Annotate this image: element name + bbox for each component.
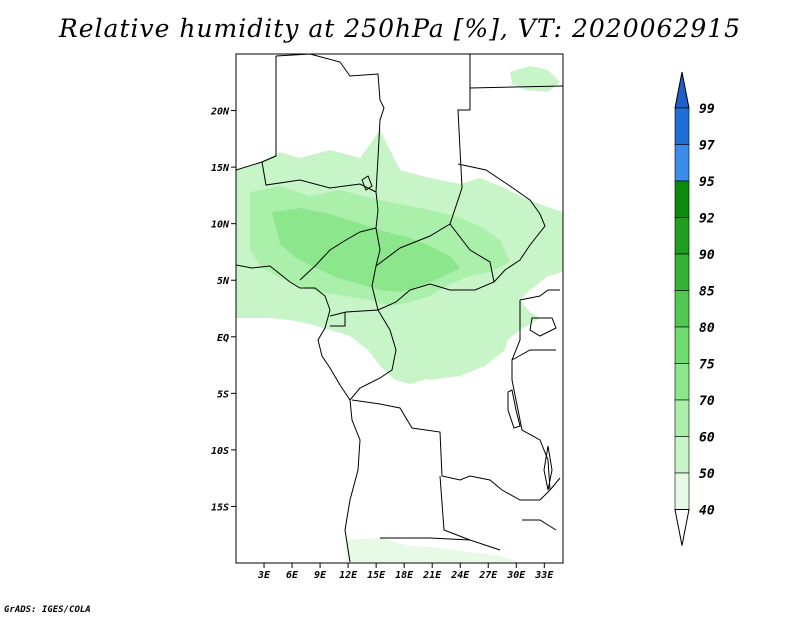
lake-chad: [361, 175, 373, 191]
colorbar-swatch: [674, 217, 690, 255]
colorbar-label: 60: [699, 431, 715, 446]
lat-tick-label: 10N: [211, 220, 230, 231]
humidity-patch-north: [510, 66, 560, 92]
humidity-patch-south: [346, 538, 520, 562]
colorbar: 99 97 95 92 90 85 80 75 70 60 50 40: [674, 71, 715, 546]
colorbar-label: 70: [699, 394, 715, 409]
lon-tick-label: 24E: [450, 570, 470, 581]
lat-tick-label: 20N: [210, 107, 230, 118]
colorbar-swatch: [674, 436, 690, 474]
colorbar-label: 80: [699, 321, 715, 336]
lon-tick-label: 12E: [339, 570, 358, 581]
colorbar-swatch: [674, 326, 690, 364]
colorbar-label: 50: [699, 467, 715, 482]
lon-tick-label: 21E: [422, 570, 442, 581]
colorbar-label: 92: [699, 212, 715, 227]
colorbar-swatch: [674, 253, 690, 291]
humidity-shading: [236, 66, 563, 562]
lon-tick-label: 9E: [314, 570, 327, 581]
colorbar-swatch: [674, 180, 690, 218]
humidity-band-core: [272, 208, 460, 292]
colorbar-label: 97: [699, 139, 715, 154]
colorbar-top-arrow: [674, 71, 690, 109]
colorbar-label: 85: [699, 285, 715, 300]
lon-tick-label: 33E: [534, 570, 554, 581]
colorbar-swatch: [674, 290, 690, 328]
border-drc-east: [511, 289, 560, 491]
lat-tick-label: 15S: [211, 502, 229, 513]
border-angola: [351, 399, 540, 551]
lake-tanganyika: [507, 389, 521, 429]
country-borders: [236, 54, 563, 563]
colorbar-label: 90: [699, 248, 715, 263]
border-cameroon: [329, 227, 381, 317]
colorbar-label: 40: [699, 504, 715, 519]
lake-victoria: [529, 317, 557, 337]
border-zambia-malawi: [522, 477, 561, 531]
humidity-patch-congo: [398, 316, 510, 380]
border-congo-drc: [330, 309, 397, 401]
colorbar-bottom-arrow: [674, 509, 690, 546]
lon-tick-label: 27E: [478, 570, 498, 581]
map-frame: [235, 53, 564, 564]
lat-tick-label: 5N: [217, 276, 230, 287]
latitude-axis: 20N 15N 10N 5N EQ 5S 10S 15S: [210, 107, 236, 513]
lat-tick-label: 10S: [211, 446, 229, 457]
grads-credit: GrADS: IGES/COLA: [4, 605, 91, 615]
lat-tick-label: 5S: [217, 389, 229, 400]
lon-tick-label: 30E: [506, 570, 526, 581]
west-coast-line: [236, 264, 361, 563]
lake-malawi: [543, 445, 553, 491]
colorbar-swatch: [674, 107, 690, 145]
border-libya-egypt: [275, 54, 563, 193]
border-niger-chad: [236, 56, 379, 281]
colorbar-label: 75: [699, 358, 715, 373]
map-title: Relative humidity at 250hPa [%], VT: 202…: [58, 14, 742, 43]
lon-tick-label: 3E: [257, 570, 271, 581]
colorbar-swatch: [674, 399, 690, 437]
lon-tick-label: 15E: [367, 570, 386, 581]
colorbar-swatch: [674, 144, 690, 182]
lon-tick-label: 18E: [395, 570, 414, 581]
lon-tick-label: 6E: [286, 570, 299, 581]
colorbar-swatch: [674, 472, 690, 510]
colorbar-label: 99: [699, 102, 715, 117]
border-sudan: [449, 54, 546, 283]
lat-tick-label: 15N: [211, 163, 230, 174]
colorbar-label: 95: [699, 175, 715, 190]
colorbar-swatch: [674, 363, 690, 401]
lat-tick-label: EQ: [217, 333, 229, 344]
longitude-axis: 3E 6E 9E 12E 15E 18E 21E 24E 27E 30E 33E: [257, 563, 554, 581]
